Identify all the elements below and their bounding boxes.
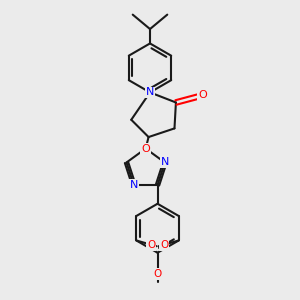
Text: O: O: [198, 90, 207, 100]
Text: O: O: [147, 240, 155, 250]
Text: O: O: [153, 269, 162, 279]
Text: O: O: [141, 144, 150, 154]
Text: N: N: [130, 180, 138, 190]
Text: N: N: [146, 87, 154, 98]
Text: O: O: [160, 240, 168, 250]
Text: N: N: [161, 158, 169, 167]
